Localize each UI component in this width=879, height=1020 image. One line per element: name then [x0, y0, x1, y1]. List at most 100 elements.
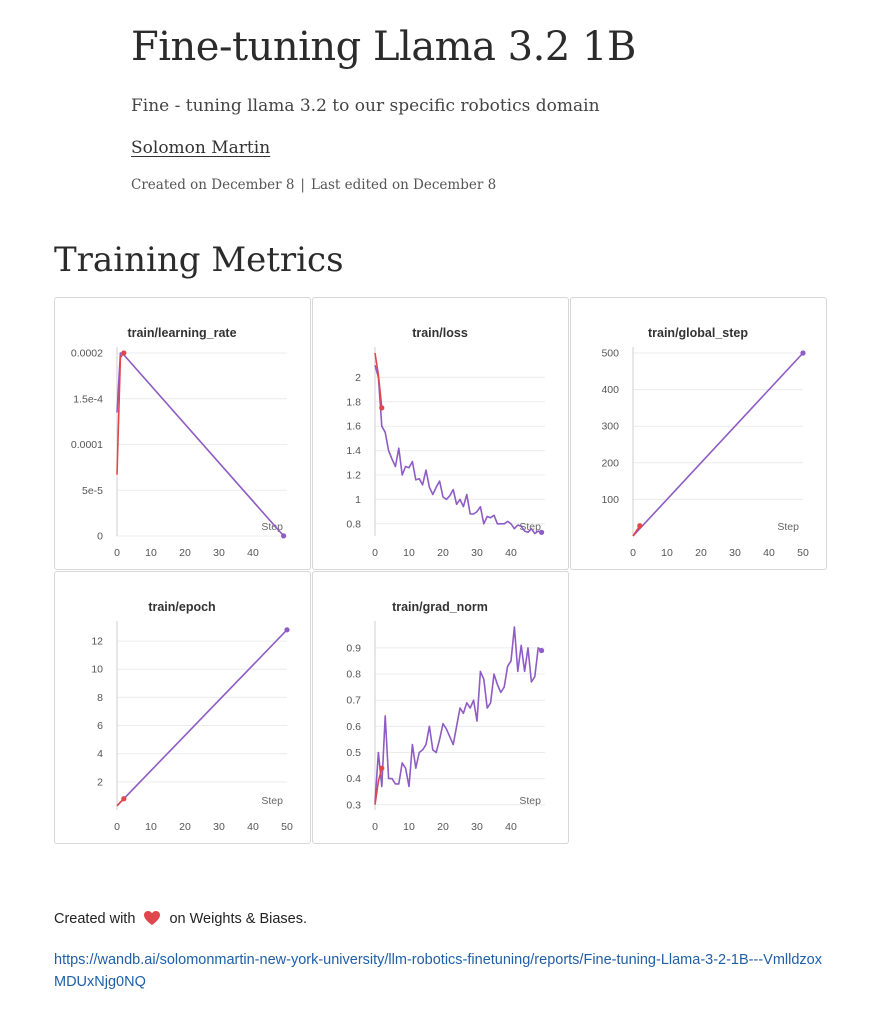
x-tick-label: 50 [281, 821, 293, 833]
y-tick-label: 1 [355, 494, 361, 506]
series-line-1 [374, 364, 542, 535]
report-dates: Created on December 8 | Last edited on Dec… [131, 177, 496, 193]
chart-panel-epoch[interactable]: train/epoch 2 4 6 8 10 12 0 10 20 30 40 50 Step [54, 571, 311, 844]
series-line-1 [632, 352, 804, 537]
y-tick-label: 1.4 [346, 445, 361, 457]
x-tick-label: 50 [797, 547, 809, 559]
x-axis-label: Step [519, 521, 541, 533]
y-tick-label: 1.8 [346, 396, 361, 408]
x-tick-label: 30 [471, 821, 483, 833]
y-tick-label: 8 [97, 692, 103, 704]
x-tick-label: 40 [763, 547, 775, 559]
chart-grad-norm: train/grad_norm 0.3 0.4 0.5 0.6 0.7 0.8 0.9 0 10 2… [346, 600, 545, 833]
chart-global-step: train/global_step 100 200 300 400 500 0 10 20 30 4… [601, 326, 809, 559]
x-tick-label: 0 [630, 547, 636, 559]
heart-icon [144, 911, 161, 925]
y-tick-label: 0.3 [346, 799, 361, 811]
credit-suffix: on Weights & Biases. [169, 911, 308, 927]
x-tick-label: 20 [437, 547, 449, 559]
y-tick-label: 1.6 [346, 421, 361, 433]
series-line-2 [116, 352, 125, 475]
x-tick-label: 30 [213, 547, 225, 559]
report-subtitle: Fine - tuning llama 3.2 to our specific … [131, 96, 600, 116]
author-link[interactable]: Solomon Martin [131, 138, 271, 158]
series-line-1 [374, 626, 543, 803]
credit-prefix: Created with [54, 911, 136, 927]
y-tick-label: 0.8 [346, 518, 361, 530]
y-tick-label: 0.4 [346, 773, 361, 785]
y-tick-label: 10 [91, 664, 103, 676]
series-line-2 [374, 767, 383, 805]
y-tick-label: 0.5 [346, 747, 361, 759]
chart-epoch: train/epoch 2 4 6 8 10 12 0 10 20 30 40 50 Step [91, 600, 293, 833]
x-axis-label: Step [261, 795, 283, 807]
x-tick-label: 40 [505, 547, 517, 559]
report-url-link[interactable]: https://wandb.ai/solomonmartin-new-york-… [54, 952, 822, 990]
series-line-1 [116, 629, 288, 807]
x-tick-label: 0 [114, 547, 120, 559]
edited-date: Last edited on December 8 [310, 177, 497, 193]
y-tick-label: 6 [97, 720, 103, 732]
y-tick-label: 0.0002 [71, 348, 103, 360]
y-tick-label: 500 [601, 348, 619, 360]
x-axis-label: Step [777, 521, 799, 533]
chart-panel-learning-rate[interactable]: train/learning_rate 0 5e-5 0.0001 1.5e-4 0.00… [54, 297, 311, 570]
y-tick-label: 4 [97, 748, 103, 760]
y-tick-label: 5e-5 [82, 485, 103, 497]
chart-panel-grad-norm[interactable]: train/grad_norm 0.3 0.4 0.5 0.6 0.7 0.8 0.9 0 10 2… [312, 571, 569, 844]
series-line-2 [374, 352, 383, 408]
x-tick-label: 20 [179, 821, 191, 833]
x-tick-label: 0 [372, 821, 378, 833]
y-tick-label: 200 [601, 457, 619, 469]
y-tick-label: 0.8 [346, 669, 361, 681]
x-axis-label: Step [519, 795, 541, 807]
x-tick-label: 40 [247, 821, 259, 833]
created-date: Created on December 8 [131, 177, 295, 193]
x-tick-label: 10 [145, 547, 157, 559]
x-tick-label: 20 [695, 547, 707, 559]
series-endpoint-2 [121, 350, 127, 356]
y-tick-label: 2 [97, 776, 103, 788]
x-tick-label: 30 [213, 821, 225, 833]
y-tick-label: 400 [601, 384, 619, 396]
series-endpoint-1 [281, 533, 287, 539]
chart-title: train/global_step [648, 326, 748, 340]
series-endpoint-2 [121, 796, 127, 802]
y-tick-label: 100 [601, 494, 619, 506]
y-tick-label: 0.6 [346, 721, 361, 733]
x-tick-label: 40 [247, 547, 259, 559]
y-tick-label: 12 [91, 636, 103, 648]
x-tick-label: 40 [505, 821, 517, 833]
x-tick-label: 10 [403, 547, 415, 559]
y-tick-label: 0.0001 [71, 439, 103, 451]
series-endpoint-1 [539, 529, 545, 535]
y-tick-label: 1.2 [346, 470, 361, 482]
chart-panel-global-step[interactable]: train/global_step 100 200 300 400 500 0 10 20 30 4… [570, 297, 827, 570]
chart-title: train/grad_norm [392, 600, 488, 614]
y-tick-label: 0 [97, 531, 103, 543]
series-endpoint-1 [539, 647, 545, 654]
y-tick-label: 0.9 [346, 642, 361, 654]
series-endpoint-1 [284, 627, 290, 633]
date-separator: | [300, 177, 305, 193]
chart-learning-rate: train/learning_rate 0 5e-5 0.0001 1.5e-4 0.00… [71, 326, 287, 559]
series-endpoint-1 [800, 350, 806, 356]
x-tick-label: 20 [437, 821, 449, 833]
y-tick-label: 0.7 [346, 695, 361, 707]
footer-credit: Created with on Weights & Biases. [54, 910, 307, 927]
x-tick-label: 30 [729, 547, 741, 559]
y-tick-label: 2 [355, 372, 361, 384]
series-endpoint-2 [637, 523, 643, 529]
y-tick-label: 1.5e-4 [73, 393, 103, 405]
section-heading: Training Metrics [54, 240, 344, 280]
series-endpoint-2 [379, 765, 385, 771]
x-tick-label: 10 [403, 821, 415, 833]
chart-title: train/loss [412, 326, 468, 340]
x-tick-label: 20 [179, 547, 191, 559]
x-tick-label: 10 [661, 547, 673, 559]
chart-panel-loss[interactable]: train/loss 0.8 1 1.2 1.4 1.6 1.8 2 0 10 20 30 40 Step [312, 297, 569, 570]
chart-title: train/learning_rate [127, 326, 236, 340]
x-tick-label: 30 [471, 547, 483, 559]
x-tick-label: 0 [114, 821, 120, 833]
